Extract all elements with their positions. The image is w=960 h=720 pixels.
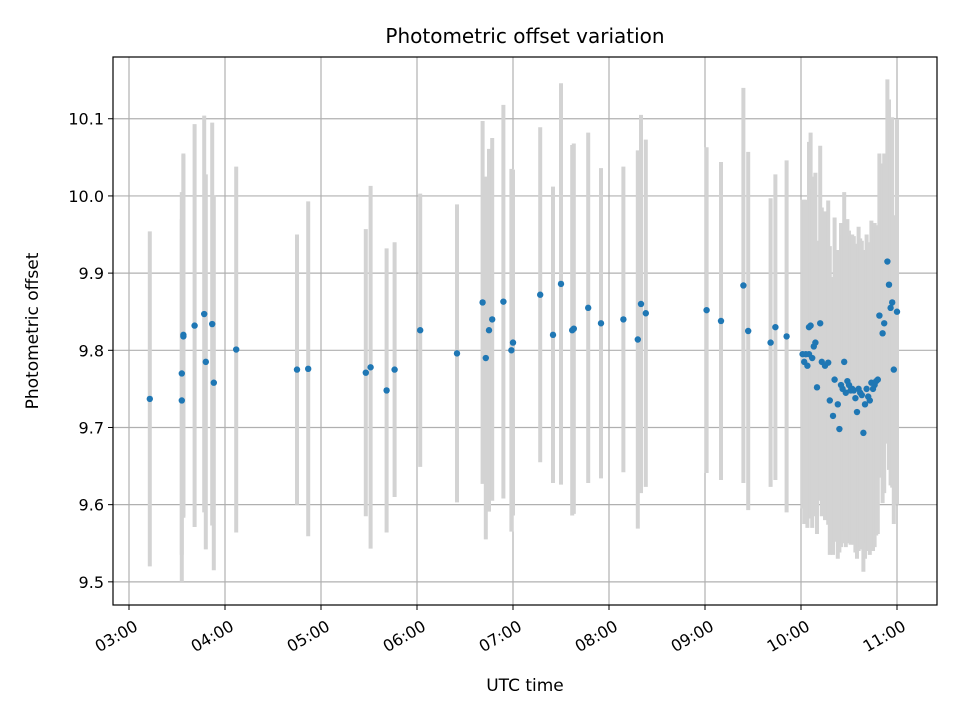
x-tick-label: 10:00 [764, 616, 813, 656]
data-point [826, 397, 833, 404]
data-point [620, 316, 627, 323]
data-point [570, 325, 577, 332]
y-axis-label: Photometric offset [23, 252, 43, 409]
data-point [812, 339, 819, 346]
x-tick-label: 05:00 [284, 616, 333, 656]
data-point [178, 370, 185, 377]
data-point [391, 366, 398, 373]
y-tick-label: 10.1 [68, 110, 104, 129]
data-point [740, 282, 747, 289]
data-point [860, 429, 867, 437]
y-tick-label: 10.0 [68, 187, 104, 206]
data-point [836, 425, 843, 433]
data-point [852, 394, 859, 402]
data-point [180, 333, 187, 340]
data-point [809, 354, 816, 362]
data-point [482, 354, 489, 362]
data-point [367, 364, 374, 371]
x-tick-label: 09:00 [668, 616, 717, 656]
data-point [879, 330, 886, 337]
data-point [889, 299, 896, 306]
plot-frame [112, 56, 938, 606]
data-point [893, 308, 901, 315]
data-point [362, 369, 369, 376]
data-point [866, 397, 873, 404]
x-tick-label: 11:00 [860, 616, 909, 656]
data-point [853, 408, 861, 416]
chart-title: Photometric offset variation [385, 24, 664, 48]
data-point [585, 304, 592, 312]
data-point [202, 358, 209, 366]
data-point [783, 333, 790, 340]
data-point [293, 366, 301, 373]
data-point [178, 397, 185, 404]
data-point [508, 347, 515, 354]
data-point [887, 304, 894, 312]
data-point [210, 379, 217, 386]
y-tick-label: 9.8 [79, 341, 104, 360]
y-tick-label: 9.5 [79, 573, 104, 592]
y-tick-label: 9.9 [79, 264, 104, 283]
data-point [634, 336, 641, 343]
x-tick-label: 07:00 [476, 616, 525, 656]
data-point [453, 350, 461, 357]
data-point [549, 331, 557, 339]
x-tick-label: 08:00 [572, 616, 621, 656]
data-point [813, 384, 821, 391]
data-point [863, 385, 870, 393]
data-point [201, 310, 208, 318]
data-point [858, 391, 865, 399]
data-point [305, 365, 312, 373]
data-points [146, 258, 901, 437]
data-point [479, 299, 486, 306]
data-point [842, 389, 849, 396]
data-point [489, 316, 496, 323]
data-point [537, 291, 544, 298]
data-point [825, 359, 832, 366]
data-point [745, 327, 752, 335]
data-point [885, 281, 893, 288]
data-point [861, 401, 869, 408]
data-point [233, 346, 240, 353]
data-point [772, 323, 779, 331]
data-point [191, 322, 198, 329]
data-point [850, 387, 857, 394]
x-axis-label: UTC time [486, 676, 564, 696]
data-point [509, 339, 517, 346]
data-point [829, 412, 837, 420]
data-point [383, 387, 390, 394]
data-point [890, 366, 897, 373]
x-tick-label: 04:00 [188, 616, 237, 656]
data-point [642, 310, 649, 317]
data-point [417, 327, 424, 334]
data-point [500, 298, 507, 305]
data-point [807, 322, 814, 329]
data-point [637, 300, 645, 308]
data-point [485, 327, 493, 334]
x-tick-label: 06:00 [380, 616, 429, 656]
data-point [876, 312, 883, 319]
data-point [841, 358, 848, 366]
data-point [881, 320, 888, 327]
x-tick-label: 03:00 [92, 616, 141, 656]
data-point [597, 320, 605, 327]
data-point [767, 339, 774, 346]
data-point [834, 401, 841, 408]
data-point [874, 376, 881, 383]
data-point [831, 376, 838, 383]
y-tick-label: 9.6 [79, 496, 104, 515]
data-point [717, 317, 725, 325]
data-point [209, 320, 216, 328]
data-point [817, 320, 824, 327]
data-point [804, 362, 811, 369]
y-tick-label: 9.7 [79, 418, 104, 437]
data-point [557, 280, 565, 288]
data-point [884, 258, 891, 265]
data-point [146, 395, 153, 403]
data-point [703, 306, 710, 314]
error-bars [147, 79, 899, 582]
